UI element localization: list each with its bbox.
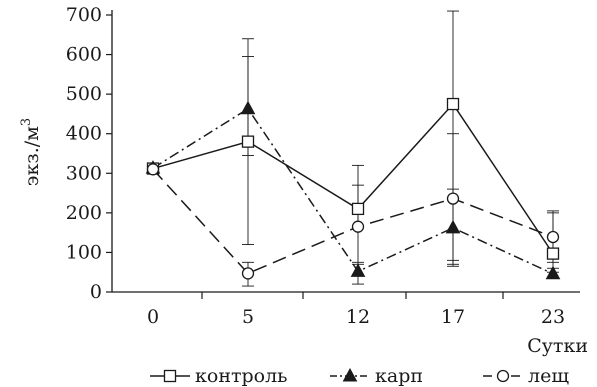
point-bream — [241, 267, 255, 280]
y-tick-label: 400 — [66, 123, 102, 145]
x-tick-label: 17 — [441, 306, 465, 328]
y-tick-label: 100 — [66, 241, 102, 263]
legend: контроль карп лещ — [150, 365, 569, 387]
point-bream — [351, 220, 365, 233]
point-carp — [545, 265, 561, 280]
x-axis-title: Сутки — [527, 335, 588, 357]
series-markers — [145, 97, 561, 280]
y-tick-label: 700 — [66, 4, 102, 26]
y-axis-title: экз./м3 — [19, 118, 43, 186]
legend-label-control: контроль — [195, 365, 288, 387]
legend-label-bream: лещ — [528, 365, 569, 387]
x-tick-label: 5 — [242, 306, 254, 328]
y-tick-label: 0 — [90, 281, 102, 303]
point-control — [446, 97, 460, 111]
series-lines — [152, 102, 554, 275]
point-bream — [146, 163, 160, 176]
point-control — [546, 247, 560, 260]
y-tick-label: 600 — [66, 44, 102, 66]
x-tick-label: 12 — [346, 306, 370, 328]
x-tick-label: 23 — [541, 306, 565, 328]
axes: 0 100 200 300 400 500 600 700 0 5 12 17 23 — [66, 4, 580, 328]
error-bars — [242, 10, 559, 287]
legend-label-carp: карп — [375, 365, 423, 387]
legend-marker-control — [163, 369, 177, 383]
point-carp — [240, 100, 256, 115]
point-bream — [546, 230, 560, 244]
x-tick-label: 0 — [147, 306, 159, 328]
y-tick-label: 500 — [66, 83, 102, 105]
point-bream — [446, 192, 460, 205]
y-tick-label: 300 — [66, 162, 102, 184]
series-line-control — [152, 102, 554, 255]
legend-marker-carp — [342, 367, 358, 382]
point-carp — [445, 219, 461, 234]
legend-marker-bream — [496, 369, 510, 383]
point-control — [241, 135, 255, 148]
axis-labels: экз./м3 Сутки — [19, 118, 588, 357]
point-carp — [350, 263, 366, 277]
point-control — [351, 202, 365, 216]
y-tick-label: 200 — [66, 202, 102, 224]
series-line-carp — [152, 107, 554, 275]
